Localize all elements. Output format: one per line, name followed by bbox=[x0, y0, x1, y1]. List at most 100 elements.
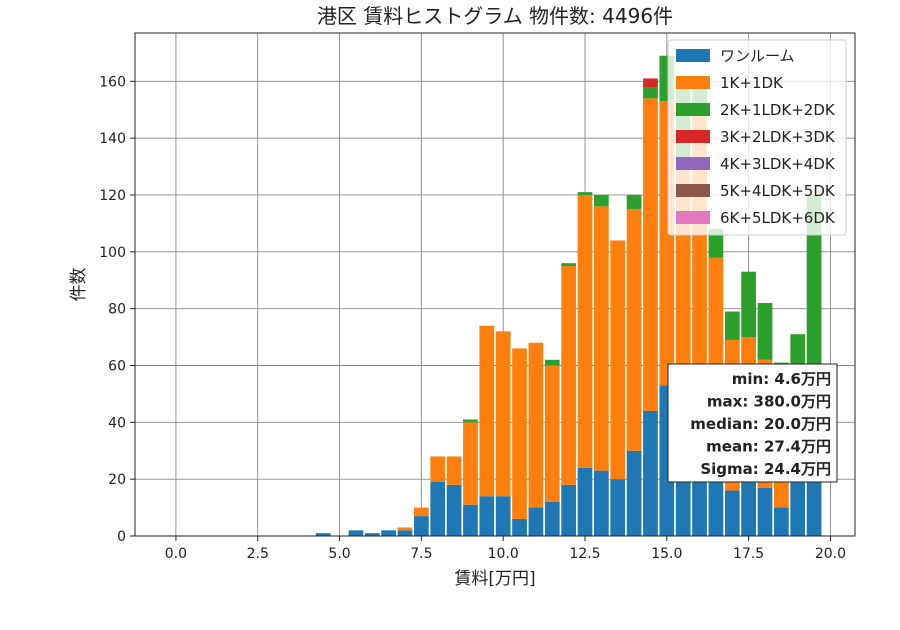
bar-segment-series-1 bbox=[495, 331, 511, 497]
bar-segment-series-0 bbox=[479, 496, 495, 536]
bar-segment-series-1 bbox=[414, 507, 429, 517]
bar-segment-series-2 bbox=[594, 194, 609, 207]
legend-swatch bbox=[676, 103, 710, 116]
legend-label: 1K+1DK bbox=[720, 74, 784, 92]
bar-segment-series-0 bbox=[397, 530, 413, 536]
bar-segment-series-2 bbox=[724, 311, 740, 340]
y-tick-label: 100 bbox=[99, 245, 126, 261]
x-axis-label: 賃料[万円] bbox=[454, 569, 535, 589]
x-tick-label: 15.0 bbox=[651, 546, 682, 562]
bar-segment-series-2 bbox=[561, 263, 576, 267]
legend-box bbox=[667, 39, 847, 236]
stats-line: median: 20.0万円 bbox=[690, 415, 831, 433]
bar-segment-series-0 bbox=[446, 484, 462, 536]
bar-segment-series-0 bbox=[790, 479, 806, 536]
bar-segment-series-0 bbox=[626, 450, 642, 536]
bar-segment-series-2 bbox=[626, 194, 642, 210]
bar-segment-series-1 bbox=[594, 206, 609, 471]
bar-segment-series-0 bbox=[594, 470, 609, 536]
legend-swatch bbox=[676, 184, 710, 197]
x-tick-label: 10.0 bbox=[488, 546, 519, 562]
legend: ワンルーム 1K+1DK 2K+1LDK+2DK 3K+2LDK+3DK 4K+3LDK… bbox=[667, 39, 847, 236]
bar-segment-series-1 bbox=[610, 240, 626, 480]
bar-segment-series-1 bbox=[430, 456, 446, 483]
bar-segment-series-1 bbox=[446, 456, 462, 485]
legend-label: 6K+5LDK+6DK bbox=[720, 209, 836, 227]
bar-segment-series-1 bbox=[479, 325, 495, 497]
x-tick-label: 17.5 bbox=[733, 546, 764, 562]
bar-segment-series-0 bbox=[724, 490, 740, 536]
bar-segment-series-2 bbox=[741, 271, 756, 338]
x-tick-label: 5.0 bbox=[328, 546, 350, 562]
x-tick-label: 0.0 bbox=[165, 546, 187, 562]
bar-segment-series-0 bbox=[495, 496, 511, 536]
bar-segment-series-2 bbox=[757, 302, 773, 360]
bar-segment-series-1 bbox=[463, 422, 478, 505]
bar-segment-series-1 bbox=[577, 194, 593, 468]
legend-label: 3K+2LDK+3DK bbox=[720, 128, 836, 146]
bar-segment-series-0 bbox=[643, 410, 658, 536]
legend-swatch bbox=[676, 49, 710, 62]
bar-segment-series-0 bbox=[348, 530, 364, 536]
bar-segment-series-1 bbox=[643, 98, 658, 411]
bar-segment-series-0 bbox=[463, 504, 478, 536]
bar-segment-series-1 bbox=[561, 266, 576, 485]
legend-label: 5K+4LDK+5DK bbox=[720, 182, 836, 200]
y-tick-label: 0 bbox=[117, 529, 126, 545]
bar-segment-series-0 bbox=[741, 479, 756, 536]
bar-segment-series-2 bbox=[463, 419, 478, 423]
stats-box: min: 4.6万円 max: 380.0万円 median: 20.0万円 mean… bbox=[667, 363, 838, 483]
legend-swatch bbox=[676, 130, 710, 143]
legend-swatch bbox=[676, 211, 710, 224]
y-tick-label: 120 bbox=[99, 188, 126, 204]
x-tick-label: 2.5 bbox=[247, 546, 269, 562]
y-tick-label: 160 bbox=[99, 74, 126, 90]
bar-segment-series-3 bbox=[643, 78, 658, 87]
bar-segment-series-0 bbox=[577, 467, 593, 536]
bar-segment-series-0 bbox=[315, 533, 331, 536]
y-tick-label: 60 bbox=[108, 358, 126, 374]
y-axis-label: 件数 bbox=[69, 268, 89, 302]
bar-segment-series-1 bbox=[626, 209, 642, 451]
stats-line: max: 380.0万円 bbox=[707, 393, 831, 411]
axes-frame bbox=[134, 32, 856, 537]
stats-box-frame bbox=[667, 363, 838, 483]
y-axis-ticks: 0 20 40 60 80 100 120 140 160 bbox=[99, 74, 135, 545]
x-tick-label: 12.5 bbox=[569, 546, 600, 562]
bar-segment-series-0 bbox=[774, 507, 789, 536]
bar-segment-series-0 bbox=[430, 482, 446, 536]
bar-segment-series-0 bbox=[414, 516, 429, 536]
x-tick-label: 20.0 bbox=[815, 546, 846, 562]
bar-segment-series-0 bbox=[806, 479, 822, 536]
x-tick-label: 7.5 bbox=[410, 546, 432, 562]
x-axis-ticks: 0.0 2.5 5.0 7.5 10.0 12.5 15.0 17.5 20.0 bbox=[165, 536, 846, 562]
chart-title: 港区 賃料ヒストグラム 物件数: 4496件 bbox=[317, 4, 673, 28]
bar-segment-series-0 bbox=[528, 507, 544, 536]
bar-segment-series-0 bbox=[610, 479, 626, 536]
bar-segment-series-0 bbox=[757, 487, 773, 536]
bar-segment-series-0 bbox=[364, 533, 380, 536]
bar-segment-series-2 bbox=[577, 192, 593, 195]
y-tick-label: 40 bbox=[108, 415, 126, 431]
bar-segment-series-2 bbox=[544, 359, 560, 366]
stats-line: min: 4.6万円 bbox=[732, 370, 831, 388]
bar-segment-series-0 bbox=[561, 484, 576, 536]
legend-label: ワンルーム bbox=[720, 47, 795, 65]
legend-swatch bbox=[676, 76, 710, 89]
bar-segment-series-1 bbox=[528, 342, 544, 508]
y-tick-label: 80 bbox=[108, 302, 126, 318]
y-tick-label: 140 bbox=[99, 131, 126, 147]
bar-segment-series-1 bbox=[397, 527, 413, 531]
bar-segment-series-2 bbox=[643, 86, 658, 99]
bar-segment-series-0 bbox=[381, 530, 396, 536]
y-tick-label: 20 bbox=[108, 472, 126, 488]
legend-swatch bbox=[676, 157, 710, 170]
bar-segment-series-1 bbox=[512, 348, 527, 519]
bar-segment-series-0 bbox=[544, 501, 560, 536]
bar-segment-series-1 bbox=[544, 365, 560, 502]
bar-segment-series-0 bbox=[708, 464, 724, 536]
legend-label: 4K+3LDK+4DK bbox=[720, 155, 836, 173]
stats-line: mean: 27.4万円 bbox=[706, 438, 831, 456]
bar-segment-series-2 bbox=[708, 229, 724, 258]
